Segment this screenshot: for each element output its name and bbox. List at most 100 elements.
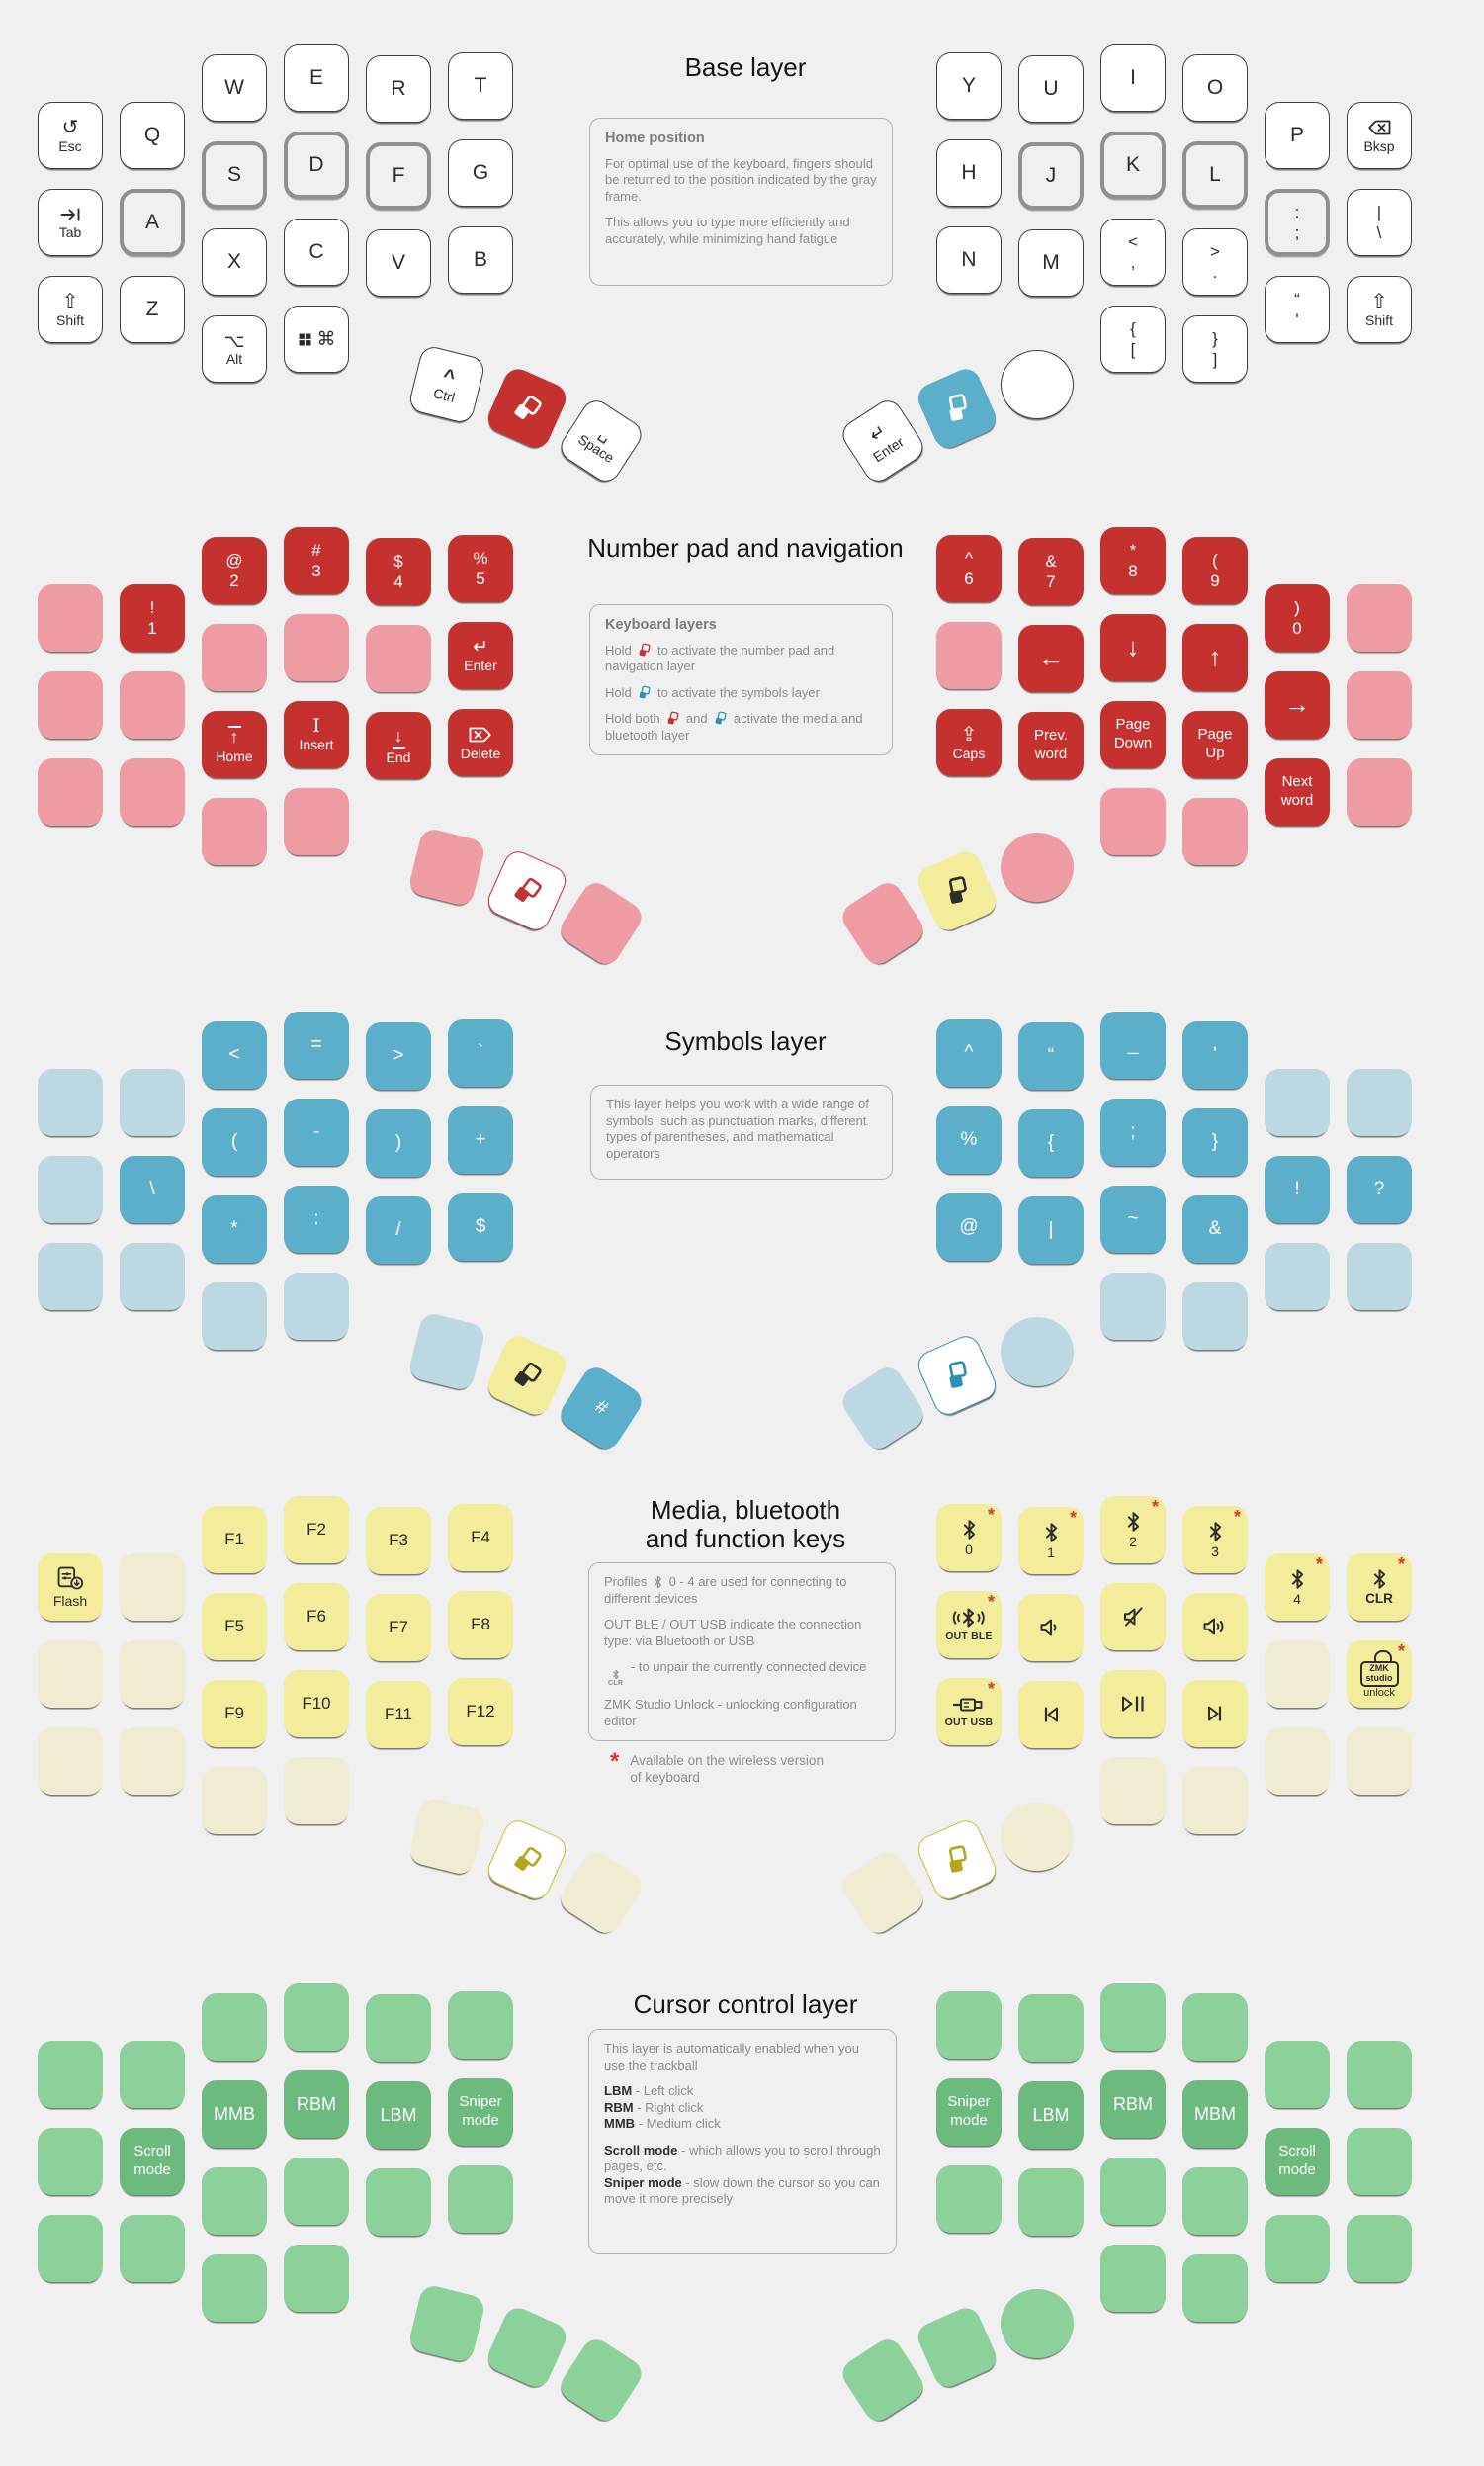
key-label: F4: [471, 1528, 490, 1547]
key-label: ;: [1130, 1121, 1136, 1143]
key-label: F7: [389, 1618, 408, 1637]
key-label: Bksp: [1363, 137, 1395, 154]
symbols-key-L1.2: [120, 1243, 185, 1310]
usb-out-icon: [952, 1694, 986, 1716]
wireless-note-line: of keyboard: [630, 1770, 700, 1785]
key-label: Sniper: [947, 2093, 991, 2111]
base-key-L0.1: Tab: [38, 189, 103, 256]
enter-icon: ↵: [473, 637, 488, 659]
base-key-L3.3: ⌘: [284, 306, 349, 373]
base-key-L4.2: V: [366, 229, 431, 297]
key-label: K: [1125, 153, 1140, 177]
wireless-note-line: Available on the wireless version: [630, 1753, 824, 1768]
key-label: 1: [147, 619, 157, 638]
cursor-key-R4.2: [1265, 2215, 1330, 2282]
media-key-R1.1: [1018, 1594, 1084, 1661]
key-label: .: [1212, 263, 1218, 282]
numpad-key-R2.3: [1100, 788, 1166, 855]
key-label: M: [1042, 251, 1060, 275]
cursor-key-Lt1: [406, 2283, 487, 2364]
key-label: RBM: [1113, 2093, 1153, 2114]
cursor-key-Rt1: [1001, 2289, 1074, 2358]
cursor-key-Rt3: [836, 2334, 929, 2426]
key-label: <: [228, 1044, 240, 1066]
key-label: RBM: [297, 2093, 336, 2114]
key-label: ?: [1373, 1179, 1385, 1200]
cursor-key-R5.0: [1347, 2041, 1412, 2108]
symbols-key-R2.1: ;: [1100, 1099, 1166, 1166]
key-label: :: [313, 1208, 319, 1230]
key-label: F3: [389, 1531, 408, 1550]
symbols-key-L2.2: *: [202, 1195, 267, 1263]
numpad-key-L3.0: #3: [284, 527, 349, 594]
base-key-R2.2: <,: [1100, 219, 1166, 286]
bluetooth-icon: [1371, 1568, 1388, 1590]
key-label: %: [473, 548, 488, 568]
key-label: $: [475, 1216, 486, 1238]
base-key-R1.0: U: [1018, 55, 1084, 123]
numpad-key-R0.1: [936, 622, 1002, 689]
cursor-key-R4.0: [1265, 2041, 1330, 2108]
base-key-L2.3: ⌥ Alt: [202, 315, 267, 383]
info-box-paragraph: Hold to activate the symbols layer: [605, 684, 820, 700]
key-label: Y: [961, 74, 976, 98]
symbols-key-L2.0: <: [202, 1021, 267, 1089]
info-box-heading: Home position: [605, 131, 705, 146]
cursor-key-L5.2: [448, 2165, 513, 2233]
key-label: 8: [1128, 562, 1138, 580]
numpad-key-Rt1: [1001, 833, 1074, 902]
cursor-key-L3.3: [284, 2245, 349, 2312]
info-box: Home position For optimal use of the keyb…: [589, 118, 893, 286]
key-label: F2: [306, 1520, 326, 1540]
red-layer-icon: [665, 711, 680, 726]
layers-icon: [507, 1356, 547, 1395]
numpad-key-L1.2: [120, 758, 185, 826]
backspace-icon: [1366, 118, 1392, 137]
numpad-key-L2.1: [202, 624, 267, 691]
numpad-key-L1.0: ! 1: [120, 584, 185, 652]
media-key-R5.2: [1347, 1727, 1412, 1795]
symbols-key-L4.0: >: [366, 1022, 431, 1090]
key-label: F9: [224, 1704, 244, 1723]
key-label: Q: [143, 124, 161, 147]
key-label: mode: [950, 2112, 988, 2129]
key-label: O: [1206, 76, 1224, 100]
symbols-key-R0.0: ^: [936, 1019, 1002, 1087]
numpad-key-L4.1: [366, 625, 431, 692]
media-key-R2.1: [1100, 1583, 1166, 1650]
base-key-L5.2: B: [448, 226, 513, 294]
symbols-key-R5.1: ?: [1347, 1156, 1412, 1223]
base-key-R5.2: ⇧ Shift: [1347, 276, 1412, 343]
media-key-R4.2: [1265, 1727, 1330, 1795]
key-label: L: [1209, 163, 1221, 187]
media-key-R1.2: [1018, 1681, 1084, 1748]
zmk-unlock-icon: ZMK studio unlock: [1359, 1649, 1399, 1699]
key-label: Home: [216, 748, 253, 764]
symbols-key-L5.1: +: [448, 1106, 513, 1174]
key-label: $: [393, 551, 403, 571]
symbols-key-L4.2: /: [366, 1196, 431, 1264]
base-key-R5.1: | \: [1347, 189, 1412, 256]
base-key-Rt3: ↵ Enter: [836, 395, 929, 487]
key-label: T: [474, 74, 487, 98]
key-label: ,: [1130, 253, 1136, 272]
key-label: [: [1130, 340, 1136, 359]
media-key-L1.2: [120, 1727, 185, 1795]
cursor-key-R3.1: MBM: [1182, 2080, 1248, 2148]
key-label: I: [1130, 66, 1136, 90]
numpad-key-L0.0: [38, 584, 103, 652]
numpad-key-R3.3: [1182, 798, 1248, 865]
cursor-key-L0.1: [38, 2128, 103, 2195]
bluetooth-icon: [1207, 1521, 1224, 1542]
key-label: Alt: [225, 350, 243, 367]
symbols-key-R3.0: ': [1182, 1021, 1248, 1089]
key-label: CLR: [1365, 1590, 1393, 1606]
cursor-key-R2.1: RBM: [1100, 2070, 1166, 2138]
symbols-key-L2.1: (: [202, 1108, 267, 1176]
play-pause-icon: [1118, 1692, 1148, 1716]
media-key-R3.2: [1182, 1680, 1248, 1747]
numpad-key-Rt2: [914, 846, 1001, 935]
numpad-key-R2.2: Page Down: [1100, 701, 1166, 768]
key-label: @: [225, 550, 243, 570]
